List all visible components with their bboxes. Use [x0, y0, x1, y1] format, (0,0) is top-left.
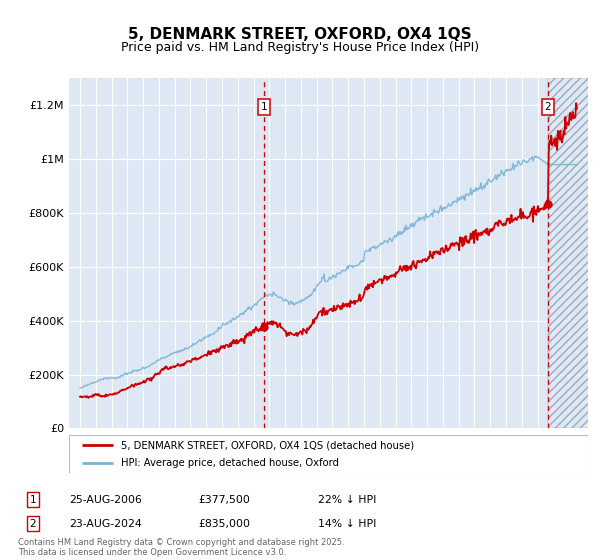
Text: 25-AUG-2006: 25-AUG-2006 [69, 494, 142, 505]
Text: 22% ↓ HPI: 22% ↓ HPI [318, 494, 376, 505]
Text: Contains HM Land Registry data © Crown copyright and database right 2025.
This d: Contains HM Land Registry data © Crown c… [18, 538, 344, 557]
Text: 2: 2 [29, 519, 37, 529]
Text: 1: 1 [260, 102, 267, 111]
Text: £377,500: £377,500 [198, 494, 250, 505]
Text: 14% ↓ HPI: 14% ↓ HPI [318, 519, 376, 529]
Text: 23-AUG-2024: 23-AUG-2024 [69, 519, 142, 529]
Text: Price paid vs. HM Land Registry's House Price Index (HPI): Price paid vs. HM Land Registry's House … [121, 40, 479, 54]
Bar [548, 78, 593, 428]
Bar [548, 78, 593, 428]
Text: 1: 1 [29, 494, 37, 505]
Text: £835,000: £835,000 [198, 519, 250, 529]
Text: 5, DENMARK STREET, OXFORD, OX4 1QS (detached house): 5, DENMARK STREET, OXFORD, OX4 1QS (deta… [121, 440, 414, 450]
Text: 5, DENMARK STREET, OXFORD, OX4 1QS: 5, DENMARK STREET, OXFORD, OX4 1QS [128, 27, 472, 42]
Text: 2: 2 [544, 102, 551, 111]
Text: HPI: Average price, detached house, Oxford: HPI: Average price, detached house, Oxfo… [121, 458, 339, 468]
